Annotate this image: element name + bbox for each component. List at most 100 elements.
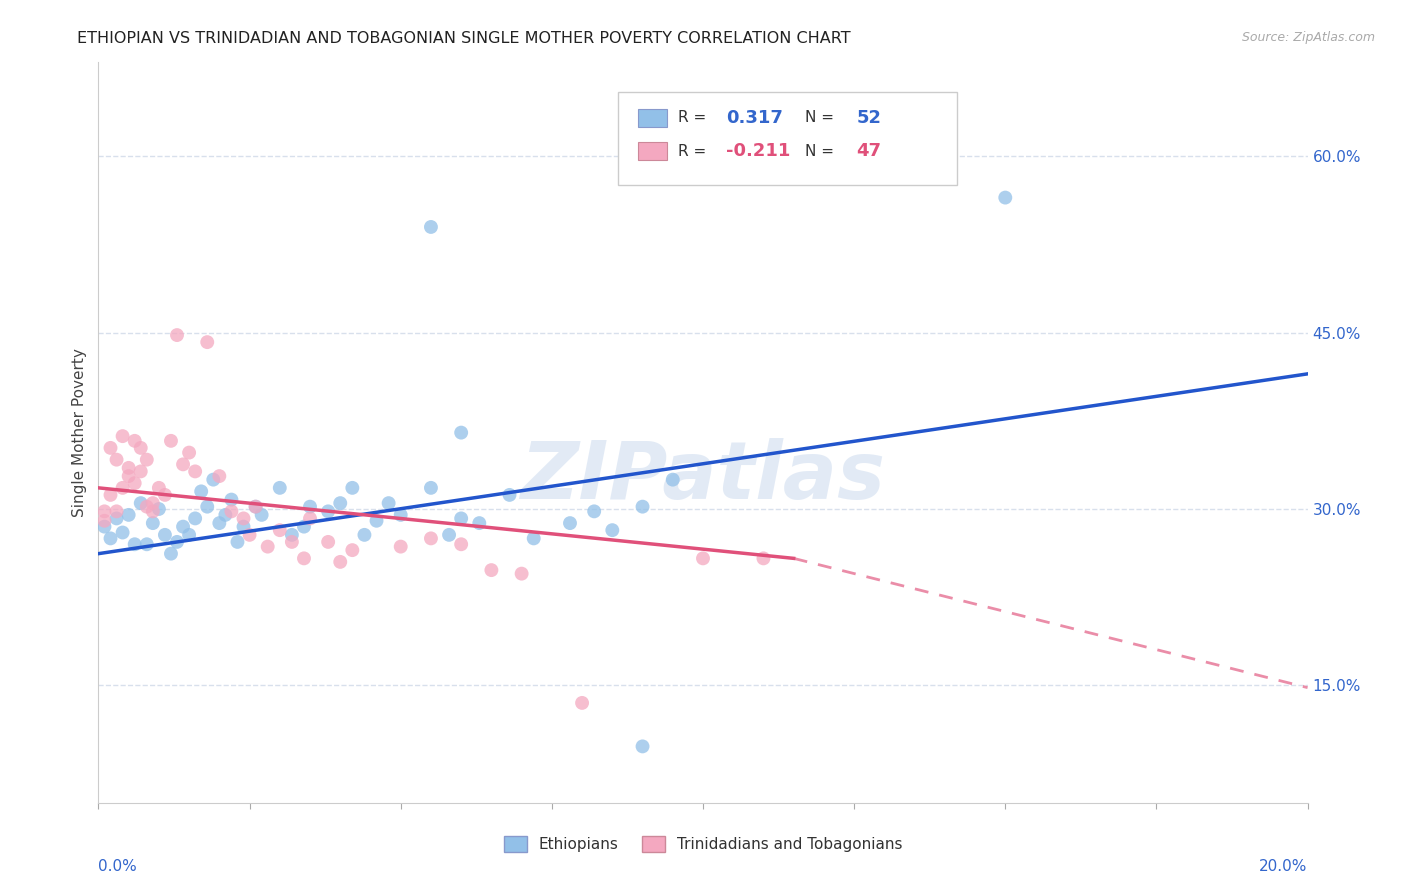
Point [510, 566, 533, 581]
Point [93, 504, 115, 518]
Point [245, 500, 267, 514]
Point [342, 543, 364, 558]
Point [214, 508, 236, 522]
Point [195, 335, 218, 350]
Point [269, 481, 291, 495]
Point [389, 508, 412, 522]
Point [299, 511, 322, 525]
Point [100, 488, 122, 502]
Point [129, 464, 152, 478]
Point [571, 696, 593, 710]
Point [342, 481, 364, 495]
Point [142, 496, 165, 510]
Point [239, 528, 262, 542]
Point [353, 528, 375, 542]
Point [281, 535, 304, 549]
Point [221, 504, 243, 518]
Text: 20.0%: 20.0% [1260, 859, 1308, 874]
Point [208, 516, 231, 530]
Point [135, 537, 157, 551]
Point [105, 452, 128, 467]
Point [250, 508, 273, 522]
Point [148, 502, 170, 516]
FancyBboxPatch shape [638, 109, 666, 127]
Point [118, 508, 141, 522]
Point [153, 488, 176, 502]
Text: 0.317: 0.317 [725, 109, 783, 127]
Point [105, 511, 128, 525]
Point [299, 500, 322, 514]
Point [437, 528, 460, 542]
FancyBboxPatch shape [619, 92, 957, 185]
Point [129, 496, 152, 510]
Point [292, 551, 315, 566]
Point [124, 476, 146, 491]
Point [172, 458, 194, 472]
Point [281, 528, 304, 542]
Text: N =: N = [804, 144, 838, 159]
Point [329, 496, 352, 510]
Point [450, 425, 472, 440]
Point [420, 481, 443, 495]
Text: 52: 52 [856, 109, 882, 127]
Point [105, 504, 128, 518]
Point [420, 219, 443, 234]
Point [523, 532, 546, 546]
Point [232, 519, 254, 533]
Point [450, 511, 472, 525]
Point [142, 516, 165, 530]
Point [481, 563, 503, 577]
Point [100, 441, 122, 455]
Point [202, 473, 225, 487]
Point [153, 528, 176, 542]
Point [692, 551, 714, 566]
Point [316, 535, 339, 549]
Point [184, 464, 207, 478]
Point [450, 537, 472, 551]
Point [129, 441, 152, 455]
Point [994, 191, 1017, 205]
Text: -0.211: -0.211 [725, 143, 790, 161]
Point [631, 500, 654, 514]
Point [166, 535, 188, 549]
Text: R =: R = [678, 111, 710, 126]
Point [232, 511, 254, 525]
Point [190, 484, 212, 499]
FancyBboxPatch shape [638, 143, 666, 161]
Point [135, 500, 157, 514]
Point [468, 516, 491, 530]
Point [226, 535, 249, 549]
Point [256, 540, 278, 554]
Point [118, 469, 141, 483]
Point [245, 500, 267, 514]
Point [142, 504, 165, 518]
Point [179, 445, 201, 459]
Text: Source: ZipAtlas.com: Source: ZipAtlas.com [1241, 31, 1375, 45]
Text: ZIPatlas: ZIPatlas [520, 438, 886, 516]
Point [124, 434, 146, 448]
Point [135, 452, 157, 467]
Point [111, 481, 134, 495]
Point [160, 547, 183, 561]
Point [111, 525, 134, 540]
Text: ETHIOPIAN VS TRINIDADIAN AND TOBAGONIAN SINGLE MOTHER POVERTY CORRELATION CHART: ETHIOPIAN VS TRINIDADIAN AND TOBAGONIAN … [77, 31, 851, 46]
Point [111, 429, 134, 443]
Point [366, 514, 388, 528]
Point [184, 511, 207, 525]
Point [602, 523, 624, 537]
Text: R =: R = [678, 144, 710, 159]
Point [420, 532, 443, 546]
Point [631, 739, 654, 754]
Point [160, 434, 183, 448]
Point [221, 492, 243, 507]
Text: N =: N = [804, 111, 838, 126]
Point [583, 504, 606, 518]
Point [316, 504, 339, 518]
Point [389, 540, 412, 554]
Point [208, 469, 231, 483]
Point [172, 519, 194, 533]
Point [93, 519, 115, 533]
Point [93, 514, 115, 528]
Text: 0.0%: 0.0% [98, 859, 138, 874]
Point [148, 481, 170, 495]
